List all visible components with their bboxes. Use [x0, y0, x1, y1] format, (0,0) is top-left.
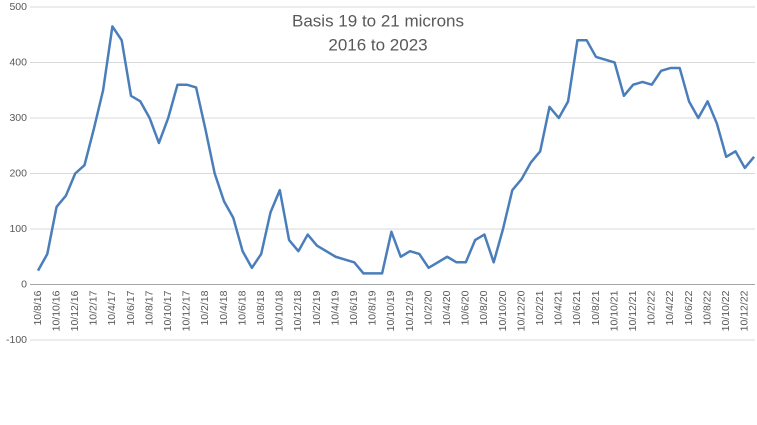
- y-tick-label: 200: [9, 167, 27, 179]
- x-tick-label: 10/4/19: [329, 290, 341, 325]
- x-tick-label: 10/10/22: [720, 290, 732, 331]
- x-tick-label: 10/6/22: [683, 290, 695, 325]
- x-tick-label: 10/4/18: [218, 290, 230, 325]
- x-tick-label: 10/6/19: [348, 290, 360, 325]
- x-tick-label: 10/2/21: [534, 290, 546, 325]
- y-tick-label: -100: [6, 334, 27, 346]
- x-tick-label: 10/12/16: [69, 290, 81, 331]
- x-tick-label: 10/2/17: [88, 290, 100, 325]
- x-tick-label: 10/12/21: [627, 290, 639, 331]
- y-tick-label: 300: [9, 112, 27, 124]
- x-tick-label: 10/2/22: [646, 290, 658, 325]
- data-line: [36, 25, 756, 275]
- x-tick-label: 10/10/17: [162, 290, 174, 331]
- x-tick-label: 10/4/17: [106, 290, 118, 325]
- x-tick-label: 10/8/16: [32, 290, 44, 325]
- y-tick-label: 0: [21, 278, 27, 290]
- chart-title: Basis 19 to 21 microns: [292, 11, 464, 30]
- x-tick-label: 10/2/19: [311, 290, 323, 325]
- x-tick-label: 10/8/22: [701, 290, 713, 325]
- x-tick-label: 10/2/18: [199, 290, 211, 325]
- y-tick-label: 500: [9, 1, 27, 13]
- x-tick-label: 10/10/18: [274, 290, 286, 331]
- x-tick-label: 10/12/20: [515, 290, 527, 331]
- x-tick-label: 10/10/20: [497, 290, 509, 331]
- x-tick-label: 10/6/18: [236, 290, 248, 325]
- x-tick-label: 10/8/19: [367, 290, 379, 325]
- x-tick-label: 10/6/20: [460, 290, 472, 325]
- x-tick-label: 10/4/21: [553, 290, 565, 325]
- y-tick-label: 400: [9, 56, 27, 68]
- x-tick-label: 10/4/22: [664, 290, 676, 325]
- chart-subtitle: 2016 to 2023: [328, 35, 427, 54]
- x-tick-label: 10/6/21: [571, 290, 583, 325]
- x-tick-label: 10/6/17: [125, 290, 137, 325]
- x-tick-label: 10/4/20: [441, 290, 453, 325]
- y-tick-label: 100: [9, 223, 27, 235]
- x-tick-label: 10/12/22: [739, 290, 751, 331]
- x-tick-label: 10/10/19: [385, 290, 397, 331]
- x-tick-label: 10/12/19: [404, 290, 416, 331]
- x-tick-label: 10/8/18: [255, 290, 267, 325]
- x-tick-label: 10/8/17: [143, 290, 155, 325]
- x-tick-label: 10/10/16: [50, 290, 62, 331]
- x-tick-label: 10/8/20: [478, 290, 490, 325]
- x-tick-label: 10/2/20: [422, 290, 434, 325]
- x-tick-label: 10/12/18: [292, 290, 304, 331]
- x-tick-label: 10/10/21: [608, 290, 620, 331]
- x-tick-label: 10/8/21: [590, 290, 602, 325]
- x-tick-label: 10/12/17: [181, 290, 193, 331]
